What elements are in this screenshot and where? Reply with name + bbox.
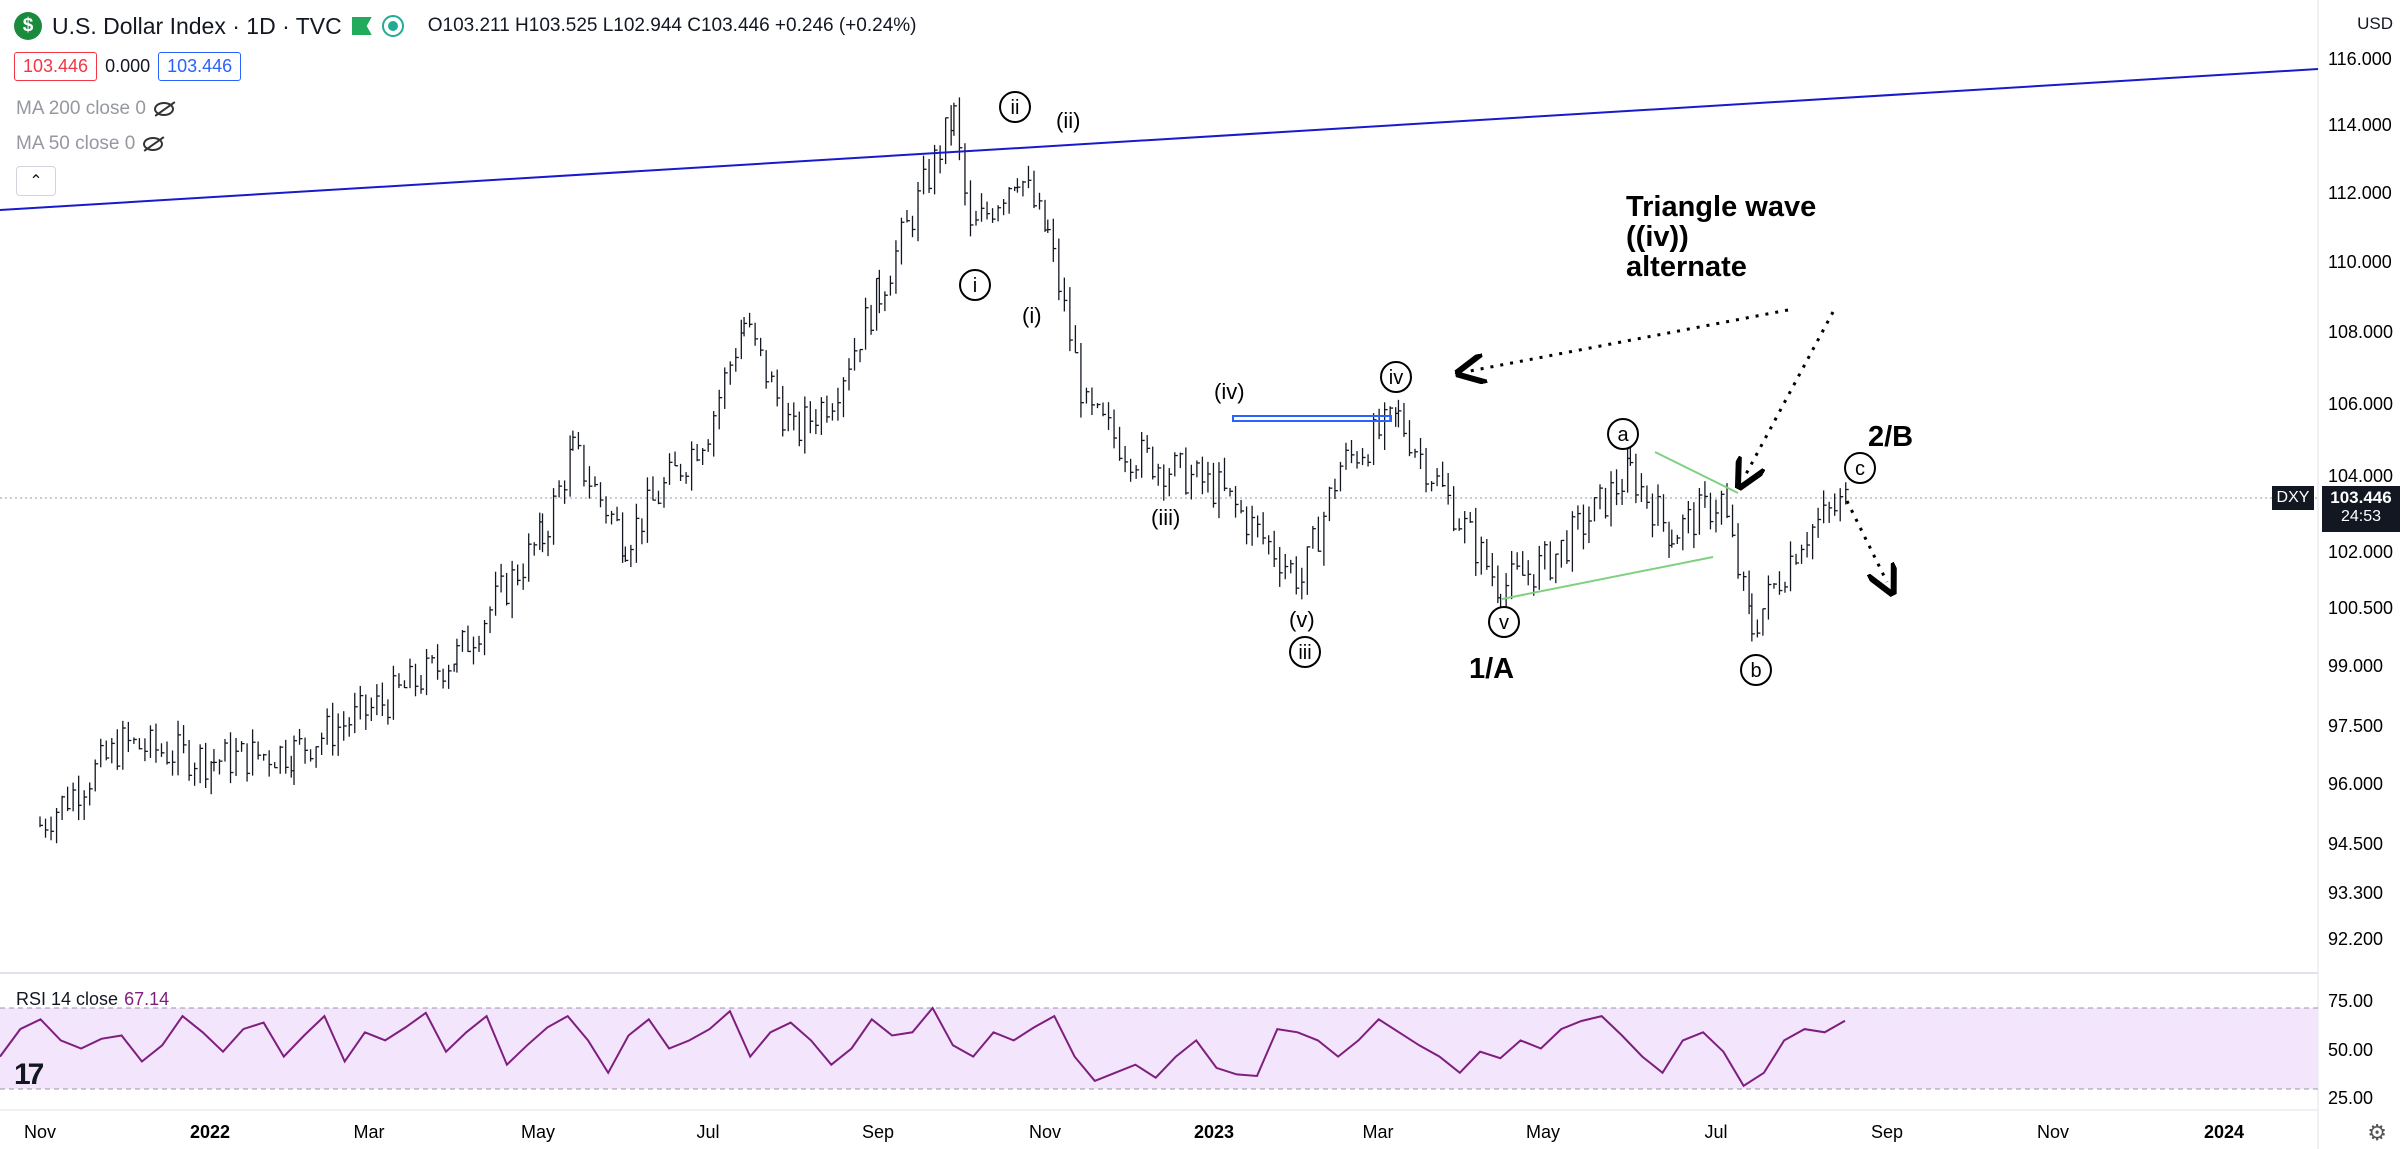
bid-ask-row: 103.446 0.000 103.446 <box>14 52 242 81</box>
time-axis[interactable]: Nov 2022 Mar May Jul Sep Nov 2023 Mar Ma… <box>24 1122 2244 1142</box>
price-tick: 116.000 <box>2328 49 2392 69</box>
price-axis[interactable]: 116.000 114.000 112.000 110.000 108.000 … <box>2328 49 2393 1108</box>
time-label: May <box>521 1122 555 1142</box>
price-tick: 94.500 <box>2328 834 2383 854</box>
eye-off-icon[interactable] <box>143 137 164 151</box>
price-tick: 114.000 <box>2328 115 2392 135</box>
wave-label-paren-iii: (iii) <box>1151 505 1180 530</box>
price-tick: 108.000 <box>2328 322 2393 342</box>
ohlc-series <box>39 97 1849 844</box>
wave-label-v: v <box>1499 612 1509 634</box>
time-label: Mar <box>354 1122 385 1142</box>
ohlc-values: O103.211 H103.525 L102.944 C103.446 +0.2… <box>427 15 917 36</box>
rsi-value: 67.14 <box>124 989 170 1009</box>
currency-selector[interactable]: USD <box>2357 14 2393 33</box>
current-price: 103.446 <box>2330 488 2392 507</box>
price-tick: 100.500 <box>2328 598 2393 618</box>
symbol-legend[interactable]: $ U.S. Dollar Index · 1D · TVC O103.211 … <box>14 12 916 40</box>
ma50-label: MA 50 close 0 <box>16 133 136 154</box>
ask-price[interactable]: 103.446 <box>158 52 242 81</box>
triangle-upper-line[interactable] <box>1654 451 1739 494</box>
bar-countdown: 24:53 <box>2340 508 2382 525</box>
time-label: May <box>1526 1122 1560 1142</box>
range-rectangle[interactable] <box>1232 415 1392 422</box>
triangle-lower-line[interactable] <box>1501 556 1714 600</box>
wave-label-c: c <box>1855 458 1865 480</box>
rsi-tick: 75.00 <box>2328 991 2373 1011</box>
rsi-tick: 50.00 <box>2328 1040 2373 1060</box>
time-label: Nov <box>1029 1122 1061 1142</box>
gear-icon[interactable]: ⚙ <box>2367 1120 2387 1145</box>
flag-icon[interactable] <box>351 17 372 35</box>
price-tick: 102.000 <box>2328 542 2393 562</box>
wave-label-iii: iii <box>1298 642 1311 664</box>
ma50-legend[interactable]: MA 50 close 0 <box>16 133 164 155</box>
resistance-trendline[interactable] <box>0 68 2319 211</box>
wave-label-i: i <box>973 275 977 297</box>
price-tick: 106.000 <box>2328 394 2393 414</box>
symbol-title[interactable]: U.S. Dollar Index · 1D · TVC <box>52 12 342 39</box>
dotted-arrow-down[interactable] <box>1745 311 1835 476</box>
wave-label-paren-iv: (iv) <box>1214 379 1245 404</box>
rsi-band <box>0 1008 2318 1089</box>
market-status-icon[interactable] <box>381 15 404 37</box>
time-label: Sep <box>1871 1122 1903 1142</box>
note-line-3: alternate <box>1626 251 1747 283</box>
wave-label-2b: 2/B <box>1868 421 1913 453</box>
time-label: Jul <box>696 1122 719 1142</box>
wave-label-a: a <box>1617 424 1629 446</box>
price-tick: 112.000 <box>2328 183 2392 203</box>
ma200-label: MA 200 close 0 <box>16 98 146 119</box>
wave-label-b: b <box>1750 660 1761 682</box>
wave-label-1a: 1/A <box>1469 653 1514 685</box>
time-label: 2024 <box>2204 1122 2244 1142</box>
wave-label-paren-ii: (ii) <box>1056 108 1080 133</box>
price-tick: 104.000 <box>2328 466 2393 486</box>
rsi-tick: 25.00 <box>2328 1088 2373 1108</box>
wave-label-paren-v: (v) <box>1289 607 1315 632</box>
time-label: 2022 <box>190 1122 230 1142</box>
note-line-1: Triangle wave <box>1626 191 1816 223</box>
time-label: Nov <box>24 1122 56 1142</box>
price-tick: 110.000 <box>2328 252 2392 272</box>
eye-off-icon[interactable] <box>153 102 174 116</box>
time-label: Nov <box>2037 1122 2069 1142</box>
symbol-tag: DXY <box>2272 486 2314 510</box>
current-price-tag: 103.446 24:53 <box>2322 486 2400 532</box>
wave-labels: i ii (ii) (i) (iv) iv (iii) (v) iii a v … <box>959 91 1913 686</box>
time-label: Jul <box>1704 1122 1727 1142</box>
bid-price[interactable]: 103.446 <box>14 52 98 81</box>
dotted-arrow-left[interactable] <box>1470 308 1789 371</box>
chevron-up-icon[interactable]: ⌃ <box>16 166 56 196</box>
rsi-series <box>0 1006 1846 1088</box>
rsi-legend[interactable]: RSI 14 close 67.14 <box>16 989 169 1010</box>
time-label: Mar <box>1363 1122 1394 1142</box>
tradingview-logo-icon[interactable]: 17 <box>14 1058 44 1091</box>
note-line-2: ((iv)) <box>1626 221 1689 253</box>
price-tick: 92.200 <box>2328 929 2383 949</box>
spread-value: 0.000 <box>105 56 151 76</box>
price-tick: 97.500 <box>2328 716 2383 736</box>
rsi-line <box>0 1006 1846 1088</box>
price-tick: 99.000 <box>2328 656 2383 676</box>
price-tick: 96.000 <box>2328 774 2383 794</box>
wave-label-ii: ii <box>1011 97 1020 119</box>
wave-label-iv: iv <box>1389 367 1403 389</box>
dollar-icon: $ <box>14 12 42 40</box>
rsi-label: RSI 14 close <box>16 989 119 1009</box>
time-label: 2023 <box>1194 1122 1234 1142</box>
dotted-arrow-projection[interactable] <box>1845 500 1887 582</box>
price-tick: 93.300 <box>2328 883 2383 903</box>
ma200-legend[interactable]: MA 200 close 0 <box>16 98 174 120</box>
wave-label-paren-i: (i) <box>1022 303 1042 328</box>
time-label: Sep <box>862 1122 894 1142</box>
